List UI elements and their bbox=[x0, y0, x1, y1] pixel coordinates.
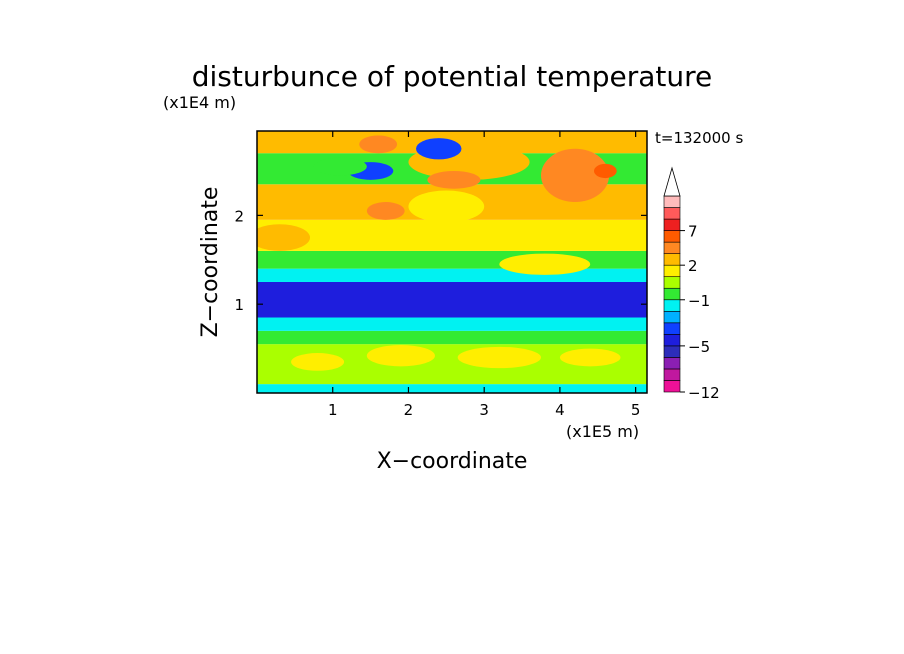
x-tick-label: 1 bbox=[328, 401, 338, 419]
colorbar-swatch bbox=[663, 253, 681, 266]
time-label: t=132000 s bbox=[655, 129, 743, 147]
colorbar-swatch bbox=[663, 310, 681, 324]
colorbar-swatch bbox=[663, 207, 681, 220]
contour-patch bbox=[457, 346, 541, 369]
colorbar-swatch bbox=[663, 287, 681, 301]
contour-band bbox=[257, 268, 647, 282]
y-tick-label: 1 bbox=[234, 296, 244, 314]
x-tick-label: 3 bbox=[479, 401, 489, 419]
colorbar-swatch bbox=[663, 264, 681, 278]
contour-patch bbox=[540, 148, 610, 203]
colorbar: −12−5−127 bbox=[663, 166, 720, 402]
x-tick-label: 5 bbox=[631, 401, 641, 419]
colorbar-swatch bbox=[663, 218, 681, 231]
colorbar-swatch bbox=[663, 380, 681, 393]
contour-patch bbox=[366, 345, 435, 367]
contour-field bbox=[257, 131, 647, 393]
y-tick-label: 2 bbox=[234, 207, 244, 225]
contour-band bbox=[257, 330, 647, 345]
colorbar-swatch bbox=[663, 368, 681, 381]
y-axis-label: Z−coordinate bbox=[198, 187, 223, 338]
contour-patch bbox=[359, 135, 398, 154]
x-unit-label: (x1E5 m) bbox=[566, 422, 639, 441]
contour-band bbox=[257, 281, 647, 318]
contour-patch bbox=[593, 163, 617, 179]
x-axis-label: X−coordinate bbox=[377, 449, 528, 474]
colorbar-swatch bbox=[663, 345, 681, 358]
chart-title: disturbunce of potential temperature bbox=[192, 60, 713, 93]
colorbar-tick-label: −1 bbox=[688, 292, 710, 310]
colorbar-tick-label: 7 bbox=[688, 223, 698, 241]
contour-patch bbox=[499, 253, 591, 275]
colorbar-swatch bbox=[663, 230, 681, 243]
colorbar-tick-label: 2 bbox=[688, 257, 698, 275]
colorbar-swatch bbox=[663, 357, 681, 370]
contour-patch bbox=[257, 224, 311, 251]
colorbar-swatch bbox=[663, 334, 681, 347]
colorbar-swatch bbox=[663, 195, 681, 208]
contour-patch bbox=[416, 138, 462, 160]
contour-patch bbox=[366, 202, 405, 220]
contour-patch bbox=[313, 157, 367, 176]
contour-patch bbox=[291, 353, 345, 371]
plot-frame bbox=[256, 130, 648, 394]
y-unit-label: (x1E4 m) bbox=[163, 93, 236, 112]
x-tick-label: 2 bbox=[404, 401, 414, 419]
contour-patch bbox=[559, 348, 621, 367]
x-axis: 1 2 3 4 5 bbox=[328, 131, 640, 419]
colorbar-extend-arrow bbox=[663, 166, 681, 197]
colorbar-swatch bbox=[663, 276, 681, 289]
contour-patch bbox=[427, 170, 481, 189]
colorbar-swatch bbox=[663, 299, 681, 312]
colorbar-tick-label: −5 bbox=[688, 338, 710, 356]
contour-band bbox=[257, 384, 647, 393]
contour-band bbox=[257, 219, 647, 251]
colorbar-swatch bbox=[663, 241, 681, 254]
colorbar-tick-label: −12 bbox=[688, 384, 720, 402]
contour-band bbox=[257, 317, 647, 331]
colorbar-swatch bbox=[663, 322, 681, 335]
x-tick-label: 4 bbox=[555, 401, 565, 419]
y-axis: 12 bbox=[234, 207, 647, 314]
contour-patch bbox=[408, 190, 485, 223]
